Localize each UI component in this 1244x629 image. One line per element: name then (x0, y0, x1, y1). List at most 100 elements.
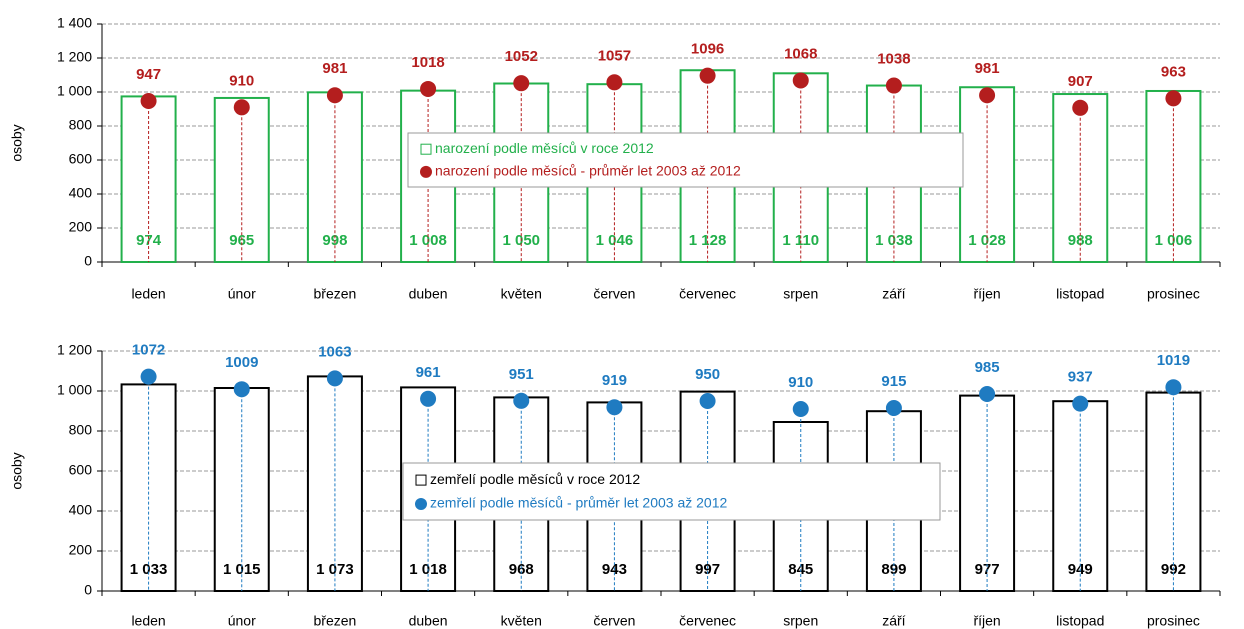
dot-value-label: 937 (1068, 369, 1093, 386)
legend-swatch (420, 143, 432, 155)
x-tick-label: červenec (679, 286, 736, 302)
bar-value-label: 1 038 (875, 232, 913, 249)
dot-value-label: 963 (1161, 63, 1186, 80)
y-tick-label: 800 (69, 422, 93, 438)
dot (140, 368, 157, 385)
dot (326, 370, 343, 387)
x-tick-label: duben (409, 286, 448, 302)
y-tick-label: 1 000 (57, 83, 92, 99)
legend-swatch (415, 498, 427, 511)
bar-value-label: 997 (695, 561, 720, 578)
dot (606, 74, 623, 91)
bar-value-label: 1 128 (689, 232, 727, 249)
x-tick-label: říjen (973, 613, 1000, 629)
dot-value-label: 1052 (505, 48, 538, 65)
x-tick-label: leden (131, 613, 165, 629)
dot (606, 399, 623, 416)
x-tick-label: květen (501, 286, 542, 302)
legend-swatch (415, 474, 427, 486)
dot (233, 99, 250, 116)
y-axis-label: osoby (9, 124, 25, 161)
dot (1072, 395, 1089, 412)
dot-value-label: 1057 (598, 47, 631, 64)
dot-value-label: 1096 (691, 41, 724, 58)
y-tick-label: 1 200 (57, 49, 92, 65)
bar (959, 394, 1016, 592)
dot-value-label: 947 (136, 66, 161, 83)
dot-value-label: 1038 (877, 51, 910, 68)
y-tick-label: 400 (69, 185, 93, 201)
x-tick-label: listopad (1056, 613, 1104, 629)
x-tick-label: prosinec (1147, 613, 1200, 629)
bar-value-label: 968 (509, 561, 534, 578)
x-tick-label: srpen (783, 613, 818, 629)
dot-value-label: 1063 (318, 343, 351, 360)
dot (792, 401, 809, 417)
dot-value-label: 1009 (225, 354, 258, 371)
x-tick-label: prosinec (1147, 286, 1200, 302)
dot-value-label: 1072 (132, 342, 165, 359)
legend-label: zemřelí podle měsíců v roce 2012 (430, 471, 640, 487)
dot (233, 381, 250, 398)
x-tick-label: březen (314, 286, 357, 302)
y-tick-label: 0 (84, 582, 92, 598)
x-tick-label: září (882, 613, 905, 629)
dot (1165, 379, 1182, 396)
y-tick-label: 1 400 (57, 15, 92, 31)
dot-value-label: 950 (695, 366, 720, 383)
dot-value-label: 910 (788, 374, 813, 391)
y-tick-label: 200 (69, 219, 93, 235)
legend-swatch (420, 165, 432, 178)
dot (979, 386, 996, 402)
dot-value-label: 907 (1068, 73, 1093, 90)
legend (402, 462, 941, 521)
dot (513, 75, 530, 92)
x-tick-label: leden (131, 286, 165, 302)
x-tick-label: únor (228, 613, 256, 629)
bar-value-label: 974 (136, 232, 162, 249)
x-tick-label: březen (314, 613, 357, 629)
x-tick-label: říjen (973, 286, 1000, 302)
legend-label: zemřelí podle měsíců - průměr let 2003 a… (430, 495, 727, 511)
bar-value-label: 965 (229, 232, 254, 249)
dot-value-label: 951 (509, 366, 534, 383)
dot (1165, 90, 1182, 107)
dot (885, 400, 902, 416)
y-tick-label: 1 000 (57, 382, 92, 398)
dot-value-label: 919 (602, 372, 627, 389)
x-tick-label: květen (501, 613, 542, 629)
dot-value-label: 985 (975, 359, 1000, 376)
x-tick-label: červen (593, 286, 635, 302)
dot (140, 93, 157, 110)
y-tick-label: 1 200 (57, 342, 92, 358)
x-tick-label: listopad (1056, 286, 1104, 302)
legend-label: narození podle měsíců v roce 2012 (435, 140, 654, 156)
dot-value-label: 910 (229, 72, 254, 89)
legend (407, 132, 964, 188)
x-tick-label: duben (409, 613, 448, 629)
dot-value-label: 981 (975, 60, 1000, 77)
y-tick-label: 800 (69, 117, 93, 133)
bar-value-label: 1 046 (596, 232, 634, 249)
y-tick-label: 400 (69, 502, 93, 518)
dot (699, 393, 716, 409)
y-axis-label: osoby (9, 452, 25, 489)
y-tick-label: 200 (69, 542, 93, 558)
y-tick-label: 0 (84, 253, 92, 269)
dot (792, 72, 809, 89)
dot-value-label: 961 (416, 364, 441, 381)
dot (513, 392, 530, 409)
dot-value-label: 1068 (784, 45, 817, 62)
x-tick-label: červenec (679, 613, 736, 629)
y-tick-label: 600 (69, 462, 93, 478)
x-tick-label: červen (593, 613, 635, 629)
dot (420, 80, 437, 97)
dot-value-label: 1018 (411, 54, 444, 71)
dot (979, 87, 996, 104)
dot (326, 87, 343, 104)
dot (420, 390, 437, 407)
dot-value-label: 1019 (1157, 352, 1190, 369)
dot-value-label: 981 (322, 60, 347, 77)
x-tick-label: září (882, 286, 905, 302)
